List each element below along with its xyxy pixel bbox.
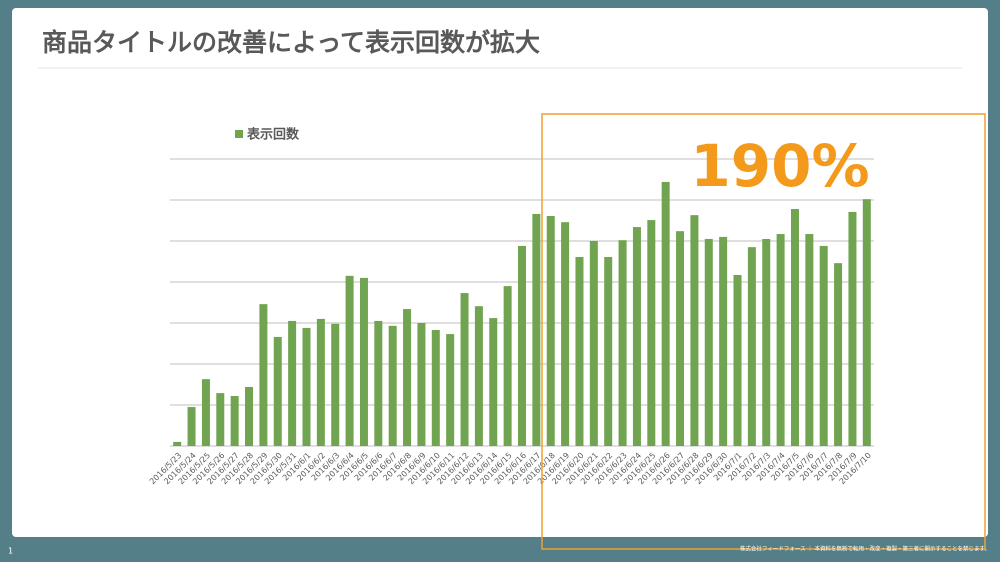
bar [474, 306, 483, 446]
bar [848, 211, 857, 446]
bar [503, 286, 512, 446]
legend-swatch [235, 130, 243, 138]
bar [604, 256, 613, 446]
bar [618, 240, 627, 446]
bar [460, 293, 469, 446]
slide-title: 商品タイトルの改善によって表示回数が拡大 [42, 28, 540, 57]
bar [561, 222, 570, 446]
bar [661, 181, 670, 446]
bar [331, 323, 340, 446]
bar [230, 395, 239, 446]
bar [359, 277, 368, 446]
bar [704, 238, 713, 446]
bar [647, 220, 656, 446]
bar [589, 241, 598, 446]
bar [834, 263, 843, 446]
bar [201, 379, 210, 446]
bar [489, 318, 498, 446]
bar [546, 215, 555, 446]
highlight-box [541, 113, 986, 550]
bar [747, 247, 756, 446]
bar [216, 393, 225, 446]
plot: 2016/5/232016/5/242016/5/252016/5/262016… [148, 158, 874, 486]
bar [316, 318, 325, 446]
bar [388, 325, 397, 446]
bar [532, 213, 541, 446]
bar [273, 336, 282, 446]
page-number: 1 [8, 547, 13, 556]
bar [632, 227, 641, 446]
bar [819, 245, 828, 446]
bar [776, 234, 785, 446]
legend-label: 表示回数 [246, 127, 300, 143]
bar [518, 245, 526, 446]
bar [446, 334, 455, 446]
bar [374, 320, 383, 446]
bar [259, 304, 268, 446]
bar [676, 231, 685, 446]
growth-annotation: 190% [690, 132, 869, 200]
bar [345, 275, 354, 446]
bar [288, 320, 297, 446]
bar [173, 441, 182, 446]
bar [862, 199, 871, 446]
footer-note: 株式会社フィードフォース ｜ 本資料を無断で転用・改変・複製・第三者に開示するこ… [740, 545, 990, 553]
bar [245, 386, 254, 446]
bar [417, 323, 426, 446]
bar [762, 238, 771, 446]
bar [575, 256, 584, 446]
bar [805, 234, 814, 446]
bar [403, 309, 412, 446]
bar [790, 209, 799, 446]
bar [719, 236, 728, 446]
bar [733, 275, 742, 446]
bar [690, 215, 699, 446]
bar [302, 327, 311, 446]
bar [187, 407, 196, 446]
bar [431, 329, 440, 446]
